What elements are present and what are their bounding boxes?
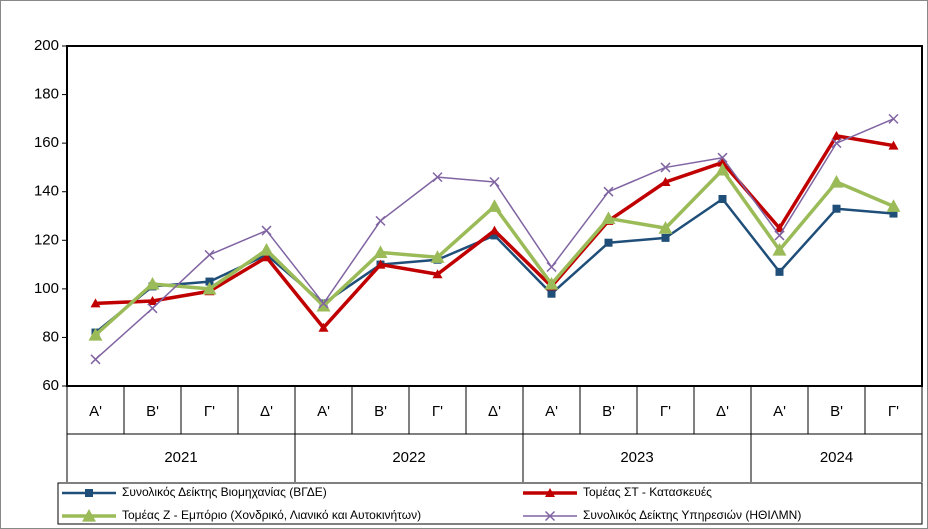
- point: [316, 298, 331, 312]
- point: [546, 261, 557, 273]
- legend-label: Τομέας ΣΤ - Κατασκευές: [583, 485, 712, 499]
- point: [831, 130, 842, 140]
- y-tick-label: 180: [34, 86, 59, 103]
- point: [205, 277, 214, 286]
- x-tick-label: Α': [545, 403, 558, 420]
- point: [772, 243, 787, 256]
- y-tick-label: 120: [34, 231, 59, 248]
- x-tick-label: Β': [374, 403, 387, 420]
- point: [90, 354, 101, 365]
- point: [202, 281, 217, 295]
- point: [774, 223, 785, 233]
- legend-marker: [82, 509, 96, 522]
- y-tick-label: 100: [34, 280, 59, 297]
- point: [373, 245, 388, 259]
- x-tick-label: Α': [317, 403, 330, 420]
- x-tick-label: Α': [89, 403, 102, 420]
- y-tick-label: 200: [34, 37, 59, 54]
- legend-label: Συνολικός Δείκτης Υπηρεσιών (ΗΘΙΛΜΝ): [583, 508, 801, 522]
- y-tick-label: 60: [42, 377, 59, 394]
- legend-marker: [85, 489, 93, 497]
- x-tick-label: Β': [830, 403, 843, 420]
- point: [717, 152, 728, 163]
- group-label: 2022: [392, 449, 425, 466]
- x-tick-label: Γ': [888, 403, 899, 420]
- y-tick-label: 80: [42, 328, 59, 345]
- point: [831, 138, 842, 149]
- point: [147, 296, 158, 305]
- point: [718, 195, 727, 203]
- group-label: 2021: [164, 449, 197, 466]
- point: [829, 175, 844, 188]
- point: [489, 176, 500, 188]
- point: [90, 298, 101, 308]
- group-label: 2023: [620, 449, 653, 466]
- legend-marker: [544, 510, 556, 522]
- point: [318, 322, 329, 332]
- x-tick-label: Δ': [260, 403, 273, 420]
- point: [888, 113, 899, 124]
- x-tick-label: Δ': [716, 403, 729, 420]
- x-tick-label: Γ': [660, 403, 671, 420]
- x-tick-label: Β': [602, 403, 615, 420]
- legend-marker: [545, 488, 555, 497]
- point: [889, 209, 898, 218]
- point: [660, 162, 671, 173]
- point: [888, 140, 899, 150]
- point: [775, 267, 784, 276]
- point: [490, 231, 499, 240]
- point: [886, 199, 901, 212]
- point: [603, 186, 614, 197]
- y-tick-label: 160: [34, 134, 59, 151]
- point: [432, 269, 443, 279]
- point: [604, 238, 613, 247]
- legend-label: Συνολικός Δείκτης Βιομηχανίας (ΒΓΔΕ): [122, 485, 327, 499]
- legend-label: Τομέας Ζ - Εμπόριο (Χονδρικό, Λιανικό κα…: [122, 508, 421, 522]
- point: [547, 289, 556, 298]
- point: [661, 233, 670, 242]
- point: [432, 172, 443, 183]
- point: [261, 252, 272, 262]
- point: [489, 225, 500, 235]
- point: [88, 328, 103, 341]
- point: [487, 199, 502, 212]
- point: [774, 230, 785, 241]
- x-tick-label: Α': [773, 403, 786, 420]
- point: [259, 243, 274, 256]
- x-tick-label: Β': [146, 403, 159, 420]
- point: [430, 250, 445, 263]
- point: [660, 177, 671, 186]
- group-label: 2024: [820, 449, 853, 466]
- point: [375, 215, 386, 226]
- point: [658, 221, 673, 234]
- point: [204, 249, 215, 260]
- point: [717, 157, 728, 167]
- point: [832, 204, 841, 213]
- point: [147, 303, 158, 314]
- point: [145, 277, 160, 290]
- point: [601, 211, 616, 225]
- plot-area: [66, 45, 923, 387]
- point: [375, 259, 386, 269]
- point: [318, 298, 329, 309]
- point: [715, 162, 730, 176]
- legend-box: [57, 482, 923, 525]
- x-tick-label: Γ': [204, 403, 215, 420]
- point: [544, 277, 559, 290]
- point: [261, 225, 272, 236]
- x-tick-label: Γ': [432, 403, 443, 420]
- x-tick-label: Δ': [488, 403, 501, 420]
- y-tick-label: 140: [34, 183, 59, 200]
